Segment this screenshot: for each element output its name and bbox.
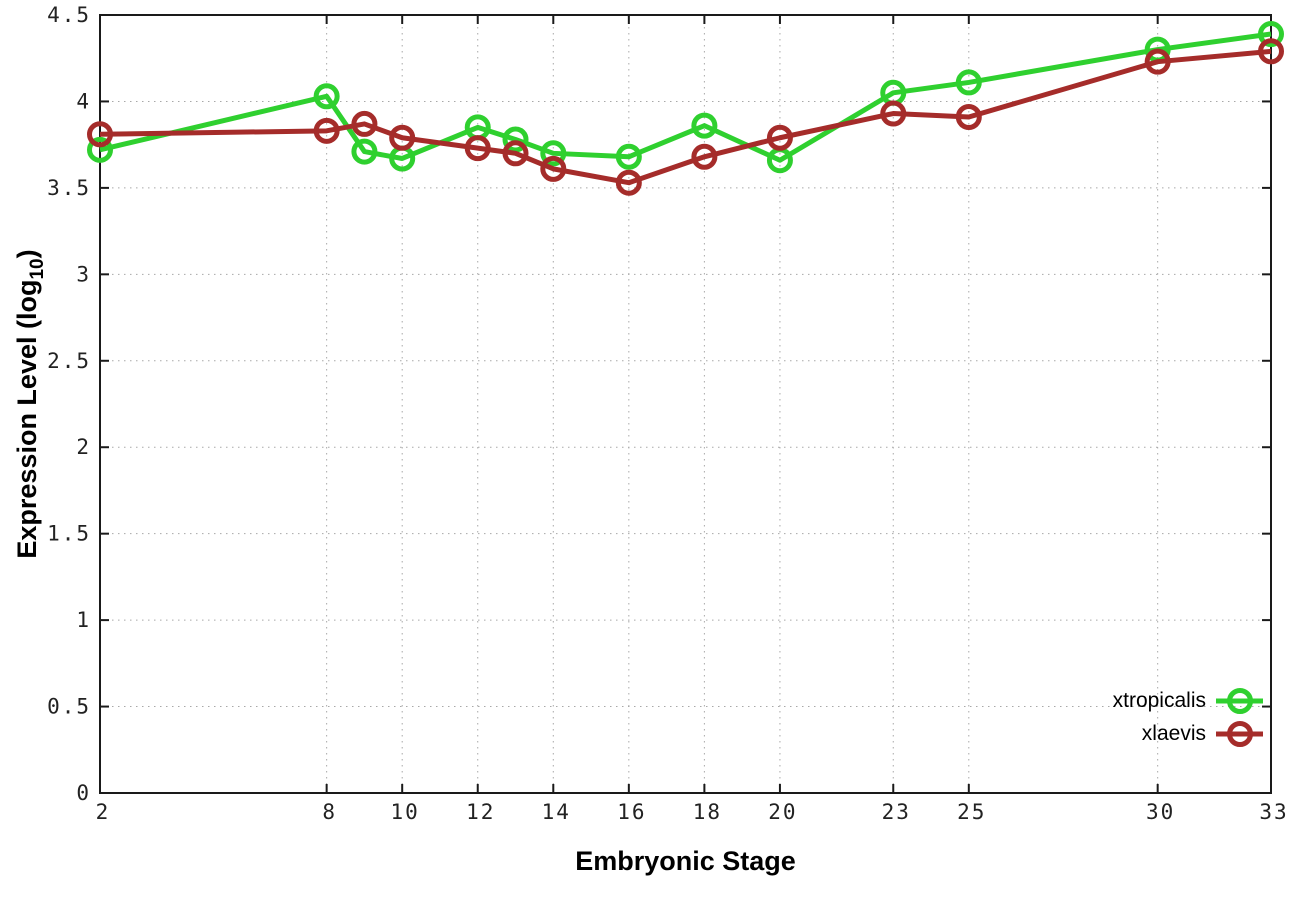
y-axis-title-text: Expression Level (log <box>12 279 42 559</box>
data-point-xlaevis <box>766 124 793 151</box>
data-point-xlaevis <box>389 124 416 151</box>
y-tick-label: 2.5 <box>47 349 91 373</box>
data-point-xlaevis <box>955 104 982 131</box>
x-tick-label: 2 <box>96 800 111 824</box>
data-point-xlaevis <box>615 169 642 196</box>
data-point-xtropicalis <box>540 140 567 167</box>
x-tick-label: 25 <box>957 800 986 824</box>
x-tick-label: 8 <box>322 800 337 824</box>
data-point-xtropicalis <box>615 143 642 170</box>
data-point-xlaevis <box>540 155 567 182</box>
series-line-xlaevis <box>99 48 1272 186</box>
legend: xtropicalis xlaevis <box>1113 688 1263 747</box>
x-tick-label: 10 <box>391 800 420 824</box>
y-tick-label: 3.5 <box>47 176 91 200</box>
y-tick-label: 2 <box>76 435 91 459</box>
data-point-xlaevis <box>1144 48 1171 75</box>
y-tick-label: 3 <box>76 262 91 286</box>
x-tick-label: 23 <box>882 800 911 824</box>
y-tick-label: 0 <box>76 781 91 805</box>
legend-label-xlaevis: xlaevis <box>1142 722 1206 745</box>
y-axis-title-subscript: 10 <box>27 258 48 280</box>
legend-item-xtropicalis: xtropicalis <box>1113 688 1263 714</box>
x-tick-label: 14 <box>542 800 571 824</box>
data-point-xlaevis <box>464 135 491 162</box>
y-axis-title: Expression Level (log10) <box>12 4 48 804</box>
data-point-xlaevis <box>1258 38 1284 65</box>
data-point-xlaevis <box>87 121 113 148</box>
y-tick-label: 0.5 <box>47 695 91 719</box>
y-tick-label: 4 <box>76 89 91 113</box>
x-tick-label: 16 <box>617 800 646 824</box>
data-point-xtropicalis <box>351 138 378 165</box>
data-point-xtropicalis <box>1258 21 1284 48</box>
x-tick-label: 18 <box>693 800 722 824</box>
data-point-xtropicalis <box>955 69 982 96</box>
x-tick-label: 30 <box>1146 800 1175 824</box>
y-tick-label: 1 <box>76 608 91 632</box>
data-point-xtropicalis <box>87 136 113 163</box>
x-tick-label: 20 <box>768 800 797 824</box>
data-point-xlaevis <box>691 143 718 170</box>
legend-item-xlaevis: xlaevis <box>1142 721 1263 747</box>
series-xtropicalis <box>87 21 1284 174</box>
x-tick-label: 12 <box>466 800 495 824</box>
y-tick-label: 1.5 <box>47 522 91 546</box>
data-point-xlaevis <box>313 117 340 144</box>
series-line-xtropicalis <box>99 31 1272 163</box>
x-axis-title: Embryonic Stage <box>575 846 796 876</box>
y-tick-label: 4.5 <box>47 3 91 27</box>
legend-marker-sample <box>1227 721 1253 747</box>
data-point-xtropicalis <box>691 112 718 139</box>
tick-marks <box>99 14 1272 794</box>
legend-label-xtropicalis: xtropicalis <box>1113 689 1206 712</box>
tick-labels: 2 8 10 12 14 16 18 20 23 25 30 33 0 0.5 1 1.5 2 2.5 3 3.5 4 4… <box>47 3 1288 824</box>
x-tick-label: 33 <box>1259 800 1288 824</box>
series-xlaevis <box>87 38 1284 196</box>
y-axis-title-close: ) <box>12 249 42 259</box>
data-point-xlaevis <box>351 110 378 137</box>
legend-marker-sample <box>1227 688 1253 714</box>
data-point-xlaevis <box>880 100 907 127</box>
plot-border <box>99 14 1272 794</box>
data-point-xtropicalis <box>502 126 529 153</box>
data-point-xtropicalis <box>313 83 340 110</box>
data-point-xlaevis <box>502 140 529 167</box>
